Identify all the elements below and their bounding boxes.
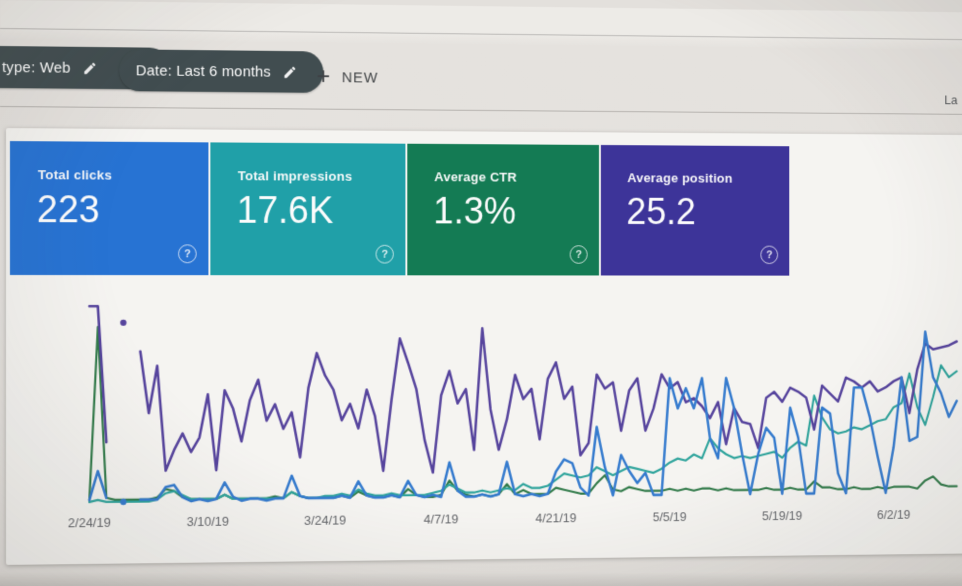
header-divider: [0, 106, 962, 116]
performance-panel: Total clicks 223 ? Total impressions 17.…: [5, 128, 962, 565]
x-tick-label: 4/7/19: [423, 511, 459, 527]
metric-card-total-impressions[interactable]: Total impressions 17.6K ?: [210, 142, 406, 276]
filter-chip-label: Date: Last 6 months: [135, 61, 271, 81]
ctr-line: [89, 326, 956, 501]
x-tick-label: 2/24/19: [67, 514, 111, 531]
position-line: [89, 306, 106, 442]
new-filter-button[interactable]: + NEW: [317, 60, 379, 94]
metric-value: 17.6K: [236, 190, 334, 232]
clicks-point: [120, 498, 127, 506]
cropped-right-text: La: [944, 92, 958, 108]
metric-card-average-ctr[interactable]: Average CTR 1.3% ?: [407, 143, 599, 276]
clicks-line: [89, 471, 106, 500]
metric-label: Average CTR: [434, 169, 517, 185]
x-tick-label: 3/24/19: [304, 512, 347, 528]
filter-chip-label: type: Web: [1, 58, 71, 77]
position-point: [120, 319, 127, 326]
metric-value: 25.2: [626, 191, 696, 233]
x-tick-label: 5/19/19: [762, 508, 803, 524]
help-icon[interactable]: ?: [178, 244, 197, 264]
metric-card-total-clicks[interactable]: Total clicks 223 ?: [9, 141, 209, 276]
x-tick-label: 3/10/19: [186, 513, 230, 530]
clicks-line: [140, 332, 956, 502]
new-filter-label: NEW: [341, 68, 379, 86]
pencil-edit-icon[interactable]: [83, 60, 98, 75]
metric-value: 1.3%: [433, 190, 517, 233]
help-icon[interactable]: ?: [375, 244, 394, 264]
x-tick-label: 5/5/19: [652, 509, 687, 525]
help-icon[interactable]: ?: [760, 245, 779, 265]
plus-icon: +: [316, 63, 331, 90]
metric-label: Average position: [627, 170, 733, 186]
filter-chip-search-type[interactable]: type: Web: [0, 45, 171, 90]
help-icon[interactable]: ?: [569, 245, 588, 264]
window-top-edge: [0, 28, 962, 41]
filter-chip-date-range[interactable]: Date: Last 6 months: [119, 49, 324, 93]
metric-label: Total impressions: [237, 168, 353, 184]
metric-label: Total clicks: [37, 167, 113, 183]
x-tick-label: 4/21/19: [535, 510, 577, 526]
metric-card-average-position[interactable]: Average position 25.2 ?: [600, 144, 790, 276]
metric-value: 223: [36, 189, 100, 232]
pencil-edit-icon[interactable]: [283, 64, 298, 79]
performance-line-chart: [54, 291, 962, 506]
x-tick-label: 6/2/19: [876, 507, 911, 522]
